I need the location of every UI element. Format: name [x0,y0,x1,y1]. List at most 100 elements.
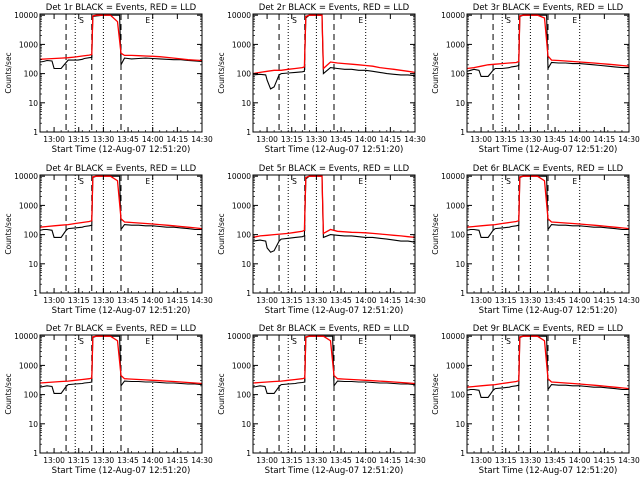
x-tick-label: 13:45 [330,135,352,144]
plot-frame [252,174,416,294]
detector-panel-9: Det 9r BLACK = Events, RED = LLD S E 1 10 100… [431,324,640,476]
x-tick-label: 13:45 [117,456,139,465]
x-tick-label: 14:15 [594,456,616,465]
y-tick-label: 100 [237,391,252,400]
x-tick-label: 13:45 [544,456,566,465]
y-axis-label: Counts/sec [217,52,226,93]
x-tick-label: 14:00 [569,135,591,144]
plot-frame [252,13,416,133]
x-tick-label: 13:00 [470,296,492,305]
x-tick-label: 14:15 [594,135,616,144]
y-tick-label: 1 [246,128,251,137]
x-tick-label: 13:15 [495,135,517,144]
start-marker-label: S [292,16,297,25]
start-marker-label: S [79,16,84,25]
x-tick-label: 13:00 [256,135,278,144]
lld-series-line [467,14,629,70]
x-tick-label: 13:45 [117,296,139,305]
lld-series-line [40,175,202,230]
x-axis-label: Start Time (12-Aug-07 12:51:20) [52,145,191,155]
y-tick-label: 10 [455,260,465,269]
x-tick-label: 13:45 [330,296,352,305]
x-tick-label: 13:45 [544,135,566,144]
plot-frame [39,334,203,454]
y-tick-label: 10000 [14,11,38,20]
y-tick-label: 10 [455,420,465,429]
x-tick-label: 14:30 [618,135,640,144]
x-tick-label: 13:15 [281,135,303,144]
x-axis-label: Start Time (12-Aug-07 12:51:20) [479,466,618,476]
lld-series-line [467,335,629,390]
x-tick-label: 14:30 [404,135,426,144]
x-tick-label: 13:30 [520,456,542,465]
y-tick-label: 100 [24,231,39,240]
panel-title: Det 1r BLACK = Events, RED = LLD [46,3,197,13]
end-marker-label: E [572,177,577,186]
x-tick-label: 13:15 [68,456,90,465]
y-tick-label: 1000 [19,40,38,49]
y-tick-label: 100 [237,70,252,79]
x-tick-label: 13:45 [544,296,566,305]
lld-series-line [253,14,415,75]
start-marker-label: S [79,337,84,346]
plot-frame [466,13,630,133]
y-tick-label: 10 [28,260,38,269]
x-tick-label: 13:15 [68,135,90,144]
y-tick-label: 10 [28,420,38,429]
x-axis-label: Start Time (12-Aug-07 12:51:20) [52,306,191,316]
y-tick-label: 100 [237,231,252,240]
panel-title: Det 8r BLACK = Events, RED = LLD [259,324,410,334]
x-tick-label: 14:15 [380,456,402,465]
detector-panel-3: Det 3r BLACK = Events, RED = LLD S E 1 10 100… [431,3,640,155]
y-tick-label: 1 [246,449,251,458]
detector-panel-6: Det 6r BLACK = Events, RED = LLD S E 1 10 100… [431,164,640,316]
y-tick-label: 10000 [441,172,465,181]
x-tick-label: 14:00 [142,135,164,144]
y-tick-label: 10000 [441,11,465,20]
y-axis-label: Counts/sec [431,213,440,254]
detector-panel-4: Det 4r BLACK = Events, RED = LLD S E 1 10 100… [4,164,213,316]
y-tick-label: 1000 [446,40,465,49]
y-tick-label: 1 [33,289,38,298]
lld-series-line [40,335,202,385]
x-tick-label: 13:00 [43,296,65,305]
start-marker-label: S [292,177,297,186]
lld-series-line [253,335,415,385]
x-tick-label: 13:30 [93,296,115,305]
plot-frame [252,334,416,454]
x-tick-label: 14:30 [618,456,640,465]
x-tick-label: 13:15 [495,456,517,465]
y-tick-label: 10000 [14,332,38,341]
y-tick-label: 100 [24,391,39,400]
start-marker-label: S [506,177,511,186]
y-tick-label: 10 [241,260,251,269]
y-tick-label: 10000 [227,172,251,181]
x-tick-label: 14:30 [191,296,213,305]
end-marker-label: E [145,16,150,25]
end-marker-label: E [358,16,363,25]
x-axis-label: Start Time (12-Aug-07 12:51:20) [479,145,618,155]
lld-series-line [40,14,202,62]
y-tick-label: 1000 [446,361,465,370]
x-tick-label: 14:00 [355,456,377,465]
end-marker-label: E [358,177,363,186]
end-marker-label: E [358,337,363,346]
x-axis-label: Start Time (12-Aug-07 12:51:20) [265,306,404,316]
y-tick-label: 1000 [19,361,38,370]
events-series-line [40,14,202,70]
x-tick-label: 14:15 [167,135,189,144]
y-tick-label: 1000 [446,201,465,210]
y-tick-label: 1 [460,449,465,458]
start-marker-label: S [506,337,511,346]
x-tick-label: 13:30 [306,456,328,465]
y-tick-label: 10 [241,420,251,429]
x-tick-label: 13:15 [281,296,303,305]
panel-title: Det 4r BLACK = Events, RED = LLD [46,164,197,174]
lld-series-line [253,175,415,239]
x-tick-label: 14:00 [569,456,591,465]
y-tick-label: 100 [451,391,466,400]
detector-panel-8: Det 8r BLACK = Events, RED = LLD S E 1 10 100… [217,324,426,476]
events-series-line [40,335,202,394]
y-axis-label: Counts/sec [4,52,13,93]
start-marker-label: S [506,16,511,25]
